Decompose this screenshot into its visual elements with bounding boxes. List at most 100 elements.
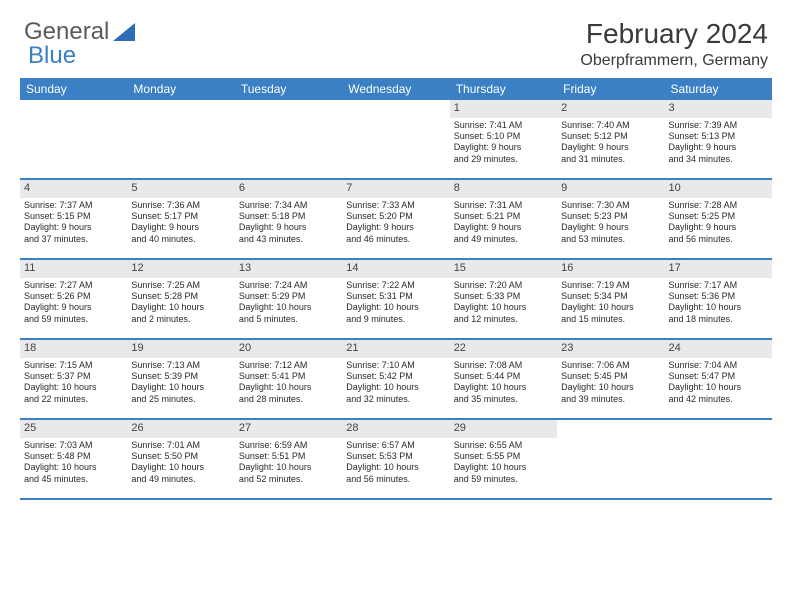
weekday-wednesday: Wednesday (342, 78, 449, 100)
day-ss: Sunset: 5:55 PM (454, 451, 553, 462)
day-sr: Sunrise: 7:04 AM (669, 360, 768, 371)
day-d2: and 2 minutes. (131, 314, 230, 325)
day-sr: Sunrise: 7:27 AM (24, 280, 123, 291)
day-body: Sunrise: 7:24 AMSunset: 5:29 PMDaylight:… (235, 278, 342, 329)
day-body: Sunrise: 7:41 AMSunset: 5:10 PMDaylight:… (450, 118, 557, 169)
day-d1: Daylight: 10 hours (239, 462, 338, 473)
day-ss: Sunset: 5:21 PM (454, 211, 553, 222)
day-ss: Sunset: 5:33 PM (454, 291, 553, 302)
day-number: 4 (20, 180, 127, 198)
day-cell: 3Sunrise: 7:39 AMSunset: 5:13 PMDaylight… (665, 100, 772, 178)
day-sr: Sunrise: 7:22 AM (346, 280, 445, 291)
day-sr: Sunrise: 7:17 AM (669, 280, 768, 291)
day-number: 16 (557, 260, 664, 278)
day-d1: Daylight: 10 hours (131, 302, 230, 313)
empty-day-cell (342, 100, 449, 178)
day-d1: Daylight: 10 hours (669, 302, 768, 313)
week-row: 4Sunrise: 7:37 AMSunset: 5:15 PMDaylight… (20, 180, 772, 260)
day-sr: Sunrise: 7:03 AM (24, 440, 123, 451)
day-d2: and 22 minutes. (24, 394, 123, 405)
day-number: 19 (127, 340, 234, 358)
day-number: 2 (557, 100, 664, 118)
day-number: 15 (450, 260, 557, 278)
day-body: Sunrise: 7:10 AMSunset: 5:42 PMDaylight:… (342, 358, 449, 409)
day-sr: Sunrise: 7:08 AM (454, 360, 553, 371)
day-sr: Sunrise: 7:25 AM (131, 280, 230, 291)
day-number: 24 (665, 340, 772, 358)
day-sr: Sunrise: 7:40 AM (561, 120, 660, 131)
weekday-thursday: Thursday (450, 78, 557, 100)
day-cell: 10Sunrise: 7:28 AMSunset: 5:25 PMDayligh… (665, 180, 772, 258)
day-cell: 26Sunrise: 7:01 AMSunset: 5:50 PMDayligh… (127, 420, 234, 498)
day-body: Sunrise: 7:04 AMSunset: 5:47 PMDaylight:… (665, 358, 772, 409)
day-body: Sunrise: 7:37 AMSunset: 5:15 PMDaylight:… (20, 198, 127, 249)
day-d1: Daylight: 9 hours (24, 302, 123, 313)
week-row: 11Sunrise: 7:27 AMSunset: 5:26 PMDayligh… (20, 260, 772, 340)
day-number: 29 (450, 420, 557, 438)
day-ss: Sunset: 5:37 PM (24, 371, 123, 382)
day-number: 18 (20, 340, 127, 358)
day-d2: and 56 minutes. (669, 234, 768, 245)
logo-text-2: Blue (28, 42, 76, 70)
day-d1: Daylight: 9 hours (346, 222, 445, 233)
day-cell: 15Sunrise: 7:20 AMSunset: 5:33 PMDayligh… (450, 260, 557, 338)
weekday-monday: Monday (127, 78, 234, 100)
day-ss: Sunset: 5:29 PM (239, 291, 338, 302)
day-sr: Sunrise: 6:57 AM (346, 440, 445, 451)
day-d1: Daylight: 10 hours (239, 382, 338, 393)
day-sr: Sunrise: 7:12 AM (239, 360, 338, 371)
day-cell: 7Sunrise: 7:33 AMSunset: 5:20 PMDaylight… (342, 180, 449, 258)
day-d1: Daylight: 10 hours (561, 382, 660, 393)
day-ss: Sunset: 5:50 PM (131, 451, 230, 462)
empty-day-cell (20, 100, 127, 178)
day-body: Sunrise: 7:12 AMSunset: 5:41 PMDaylight:… (235, 358, 342, 409)
week-row: 18Sunrise: 7:15 AMSunset: 5:37 PMDayligh… (20, 340, 772, 420)
day-d2: and 56 minutes. (346, 474, 445, 485)
day-body: Sunrise: 7:13 AMSunset: 5:39 PMDaylight:… (127, 358, 234, 409)
day-ss: Sunset: 5:10 PM (454, 131, 553, 142)
day-cell: 19Sunrise: 7:13 AMSunset: 5:39 PMDayligh… (127, 340, 234, 418)
empty-day-cell (557, 420, 664, 498)
day-d2: and 37 minutes. (24, 234, 123, 245)
day-body: Sunrise: 7:39 AMSunset: 5:13 PMDaylight:… (665, 118, 772, 169)
weekday-tuesday: Tuesday (235, 78, 342, 100)
weekday-sunday: Sunday (20, 78, 127, 100)
empty-day-cell (235, 100, 342, 178)
day-d2: and 59 minutes. (24, 314, 123, 325)
day-number: 11 (20, 260, 127, 278)
empty-day-cell (665, 420, 772, 498)
day-d2: and 34 minutes. (669, 154, 768, 165)
day-body: Sunrise: 7:28 AMSunset: 5:25 PMDaylight:… (665, 198, 772, 249)
day-ss: Sunset: 5:20 PM (346, 211, 445, 222)
day-d1: Daylight: 10 hours (454, 382, 553, 393)
day-d2: and 32 minutes. (346, 394, 445, 405)
day-d2: and 42 minutes. (669, 394, 768, 405)
day-number: 17 (665, 260, 772, 278)
day-sr: Sunrise: 7:41 AM (454, 120, 553, 131)
day-cell: 13Sunrise: 7:24 AMSunset: 5:29 PMDayligh… (235, 260, 342, 338)
day-ss: Sunset: 5:44 PM (454, 371, 553, 382)
day-ss: Sunset: 5:51 PM (239, 451, 338, 462)
day-number: 21 (342, 340, 449, 358)
day-d1: Daylight: 10 hours (346, 302, 445, 313)
day-body: Sunrise: 7:34 AMSunset: 5:18 PMDaylight:… (235, 198, 342, 249)
day-cell: 16Sunrise: 7:19 AMSunset: 5:34 PMDayligh… (557, 260, 664, 338)
day-cell: 8Sunrise: 7:31 AMSunset: 5:21 PMDaylight… (450, 180, 557, 258)
day-number: 3 (665, 100, 772, 118)
weekday-friday: Friday (557, 78, 664, 100)
day-cell: 18Sunrise: 7:15 AMSunset: 5:37 PMDayligh… (20, 340, 127, 418)
day-number: 5 (127, 180, 234, 198)
day-ss: Sunset: 5:53 PM (346, 451, 445, 462)
day-d2: and 15 minutes. (561, 314, 660, 325)
day-d1: Daylight: 9 hours (239, 222, 338, 233)
day-ss: Sunset: 5:25 PM (669, 211, 768, 222)
day-ss: Sunset: 5:26 PM (24, 291, 123, 302)
day-cell: 12Sunrise: 7:25 AMSunset: 5:28 PMDayligh… (127, 260, 234, 338)
day-cell: 14Sunrise: 7:22 AMSunset: 5:31 PMDayligh… (342, 260, 449, 338)
title-block: February 2024 Oberpframmern, Germany (580, 18, 768, 70)
day-number: 28 (342, 420, 449, 438)
day-d1: Daylight: 9 hours (669, 142, 768, 153)
day-number: 6 (235, 180, 342, 198)
day-cell: 28Sunrise: 6:57 AMSunset: 5:53 PMDayligh… (342, 420, 449, 498)
day-body: Sunrise: 7:30 AMSunset: 5:23 PMDaylight:… (557, 198, 664, 249)
